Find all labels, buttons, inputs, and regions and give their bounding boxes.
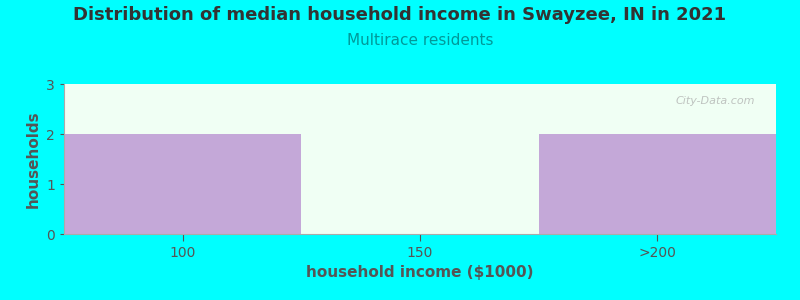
X-axis label: household income ($1000): household income ($1000) — [306, 266, 534, 280]
Bar — [64, 134, 302, 234]
Text: Distribution of median household income in Swayzee, IN in 2021: Distribution of median household income … — [74, 6, 726, 24]
Bar — [538, 134, 776, 234]
Y-axis label: households: households — [26, 110, 41, 208]
Text: City-Data.com: City-Data.com — [675, 96, 754, 106]
Title: Multirace residents: Multirace residents — [346, 33, 494, 48]
